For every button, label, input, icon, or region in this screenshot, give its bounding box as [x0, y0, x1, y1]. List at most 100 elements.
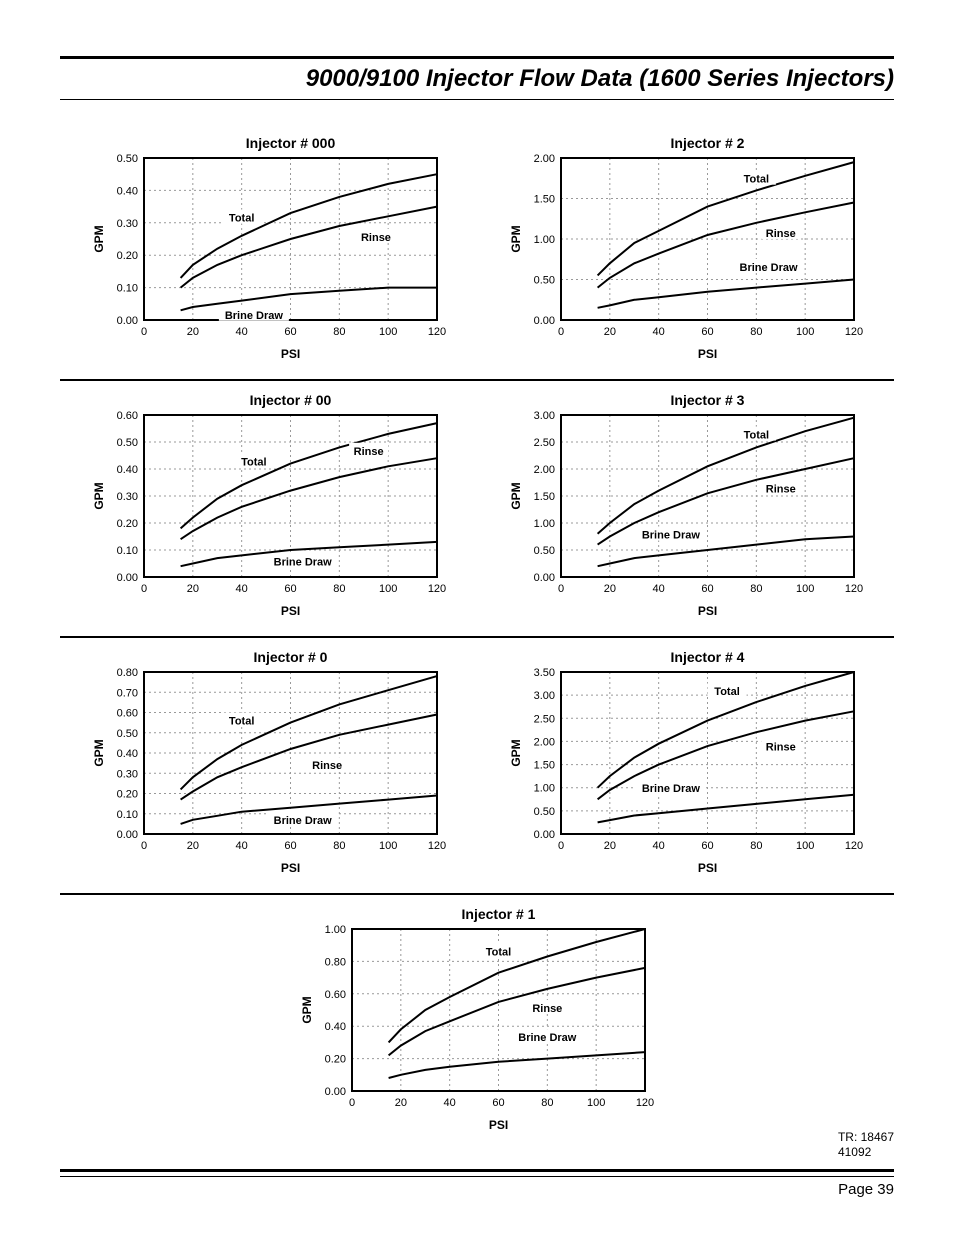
svg-text:Rinse: Rinse — [532, 1003, 562, 1015]
svg-text:1.00: 1.00 — [325, 924, 346, 936]
svg-text:0: 0 — [140, 326, 146, 338]
svg-text:0.40: 0.40 — [325, 1021, 346, 1033]
svg-text:0.00: 0.00 — [116, 315, 137, 327]
svg-text:Injector # 3: Injector # 3 — [670, 392, 744, 408]
row-separator-1 — [60, 379, 894, 381]
svg-text:0.50: 0.50 — [533, 806, 554, 818]
svg-text:100: 100 — [795, 583, 813, 595]
svg-text:0.50: 0.50 — [116, 728, 137, 740]
svg-text:100: 100 — [378, 840, 396, 852]
svg-text:Brine Draw: Brine Draw — [273, 557, 332, 569]
svg-text:0.30: 0.30 — [116, 218, 137, 230]
svg-text:PSI: PSI — [280, 347, 299, 361]
svg-text:0.20: 0.20 — [116, 250, 137, 262]
svg-text:3.50: 3.50 — [533, 667, 554, 679]
svg-text:GPM: GPM — [92, 739, 106, 766]
svg-text:2.50: 2.50 — [533, 713, 554, 725]
svg-text:0.50: 0.50 — [116, 437, 137, 449]
svg-text:1.00: 1.00 — [533, 234, 554, 246]
svg-text:120: 120 — [427, 326, 445, 338]
svg-text:0.60: 0.60 — [325, 989, 346, 1001]
chart-inj4: 0204060801001200.000.501.001.502.002.503… — [506, 644, 866, 887]
svg-text:0.20: 0.20 — [116, 518, 137, 530]
svg-text:Brine Draw: Brine Draw — [273, 815, 332, 827]
svg-text:0.20: 0.20 — [116, 789, 137, 801]
svg-text:0: 0 — [140, 583, 146, 595]
svg-text:40: 40 — [444, 1097, 456, 1109]
svg-text:Total: Total — [743, 174, 768, 186]
svg-text:GPM: GPM — [509, 739, 523, 766]
svg-text:Rinse: Rinse — [353, 446, 383, 458]
svg-text:80: 80 — [750, 840, 762, 852]
svg-text:GPM: GPM — [92, 225, 106, 252]
svg-text:0.10: 0.10 — [116, 809, 137, 821]
svg-text:GPM: GPM — [509, 482, 523, 509]
svg-text:Injector # 00: Injector # 00 — [249, 392, 331, 408]
svg-text:0.50: 0.50 — [533, 275, 554, 287]
svg-text:20: 20 — [186, 840, 198, 852]
svg-text:PSI: PSI — [697, 347, 716, 361]
page-title: 9000/9100 Injector Flow Data (1600 Serie… — [60, 56, 894, 100]
svg-text:Rinse: Rinse — [765, 741, 795, 753]
svg-text:0.70: 0.70 — [116, 687, 137, 699]
svg-text:1.50: 1.50 — [533, 491, 554, 503]
svg-text:2.00: 2.00 — [533, 464, 554, 476]
chart-inj000: 0204060801001200.000.100.200.300.400.50T… — [89, 130, 449, 373]
svg-text:PSI: PSI — [280, 861, 299, 875]
svg-text:1.00: 1.00 — [533, 518, 554, 530]
svg-text:0.00: 0.00 — [533, 315, 554, 327]
svg-text:100: 100 — [378, 326, 396, 338]
svg-text:80: 80 — [333, 326, 345, 338]
svg-text:20: 20 — [186, 326, 198, 338]
svg-text:Injector # 4: Injector # 4 — [670, 649, 744, 665]
svg-text:Injector # 2: Injector # 2 — [670, 135, 744, 151]
svg-text:100: 100 — [587, 1097, 605, 1109]
svg-text:0: 0 — [140, 840, 146, 852]
svg-text:3.00: 3.00 — [533, 410, 554, 422]
page-number: Page 39 — [60, 1176, 894, 1198]
svg-text:40: 40 — [235, 583, 247, 595]
svg-text:80: 80 — [333, 583, 345, 595]
svg-text:60: 60 — [492, 1097, 504, 1109]
svg-text:1.50: 1.50 — [533, 760, 554, 772]
svg-text:120: 120 — [636, 1097, 654, 1109]
svg-text:20: 20 — [603, 326, 615, 338]
svg-text:0.60: 0.60 — [116, 410, 137, 422]
svg-text:3.00: 3.00 — [533, 690, 554, 702]
svg-text:60: 60 — [701, 840, 713, 852]
svg-text:0.00: 0.00 — [325, 1086, 346, 1098]
chart-inj1: 0204060801001200.000.200.400.600.801.00T… — [297, 901, 657, 1144]
svg-text:80: 80 — [750, 583, 762, 595]
svg-text:80: 80 — [750, 326, 762, 338]
svg-text:100: 100 — [795, 840, 813, 852]
svg-text:20: 20 — [395, 1097, 407, 1109]
footer-area: TR: 18467 41092 — [60, 1164, 894, 1172]
svg-text:0.00: 0.00 — [533, 829, 554, 841]
svg-text:GPM: GPM — [509, 225, 523, 252]
svg-text:Rinse: Rinse — [360, 232, 390, 244]
chart-inj2: 0204060801001200.000.501.001.502.00Total… — [506, 130, 866, 373]
svg-text:Brine Draw: Brine Draw — [739, 262, 798, 274]
svg-text:120: 120 — [427, 583, 445, 595]
svg-text:Rinse: Rinse — [765, 228, 795, 240]
svg-text:0.30: 0.30 — [116, 491, 137, 503]
svg-text:100: 100 — [378, 583, 396, 595]
svg-text:2.00: 2.00 — [533, 153, 554, 165]
svg-text:40: 40 — [652, 583, 664, 595]
tr-label: TR: 18467 41092 — [838, 1130, 894, 1159]
svg-text:60: 60 — [284, 326, 296, 338]
row-separator-3 — [60, 893, 894, 895]
svg-text:0.00: 0.00 — [533, 572, 554, 584]
svg-text:2.50: 2.50 — [533, 437, 554, 449]
svg-text:Injector # 0: Injector # 0 — [253, 649, 327, 665]
svg-text:100: 100 — [795, 326, 813, 338]
svg-text:0: 0 — [557, 583, 563, 595]
svg-text:0: 0 — [557, 326, 563, 338]
row-separator-2 — [60, 636, 894, 638]
svg-text:0.10: 0.10 — [116, 283, 137, 295]
svg-text:120: 120 — [844, 326, 862, 338]
svg-text:Rinse: Rinse — [765, 484, 795, 496]
svg-text:40: 40 — [235, 326, 247, 338]
svg-text:1.00: 1.00 — [533, 783, 554, 795]
chart-inj0: 0204060801001200.000.100.200.300.400.500… — [89, 644, 449, 887]
